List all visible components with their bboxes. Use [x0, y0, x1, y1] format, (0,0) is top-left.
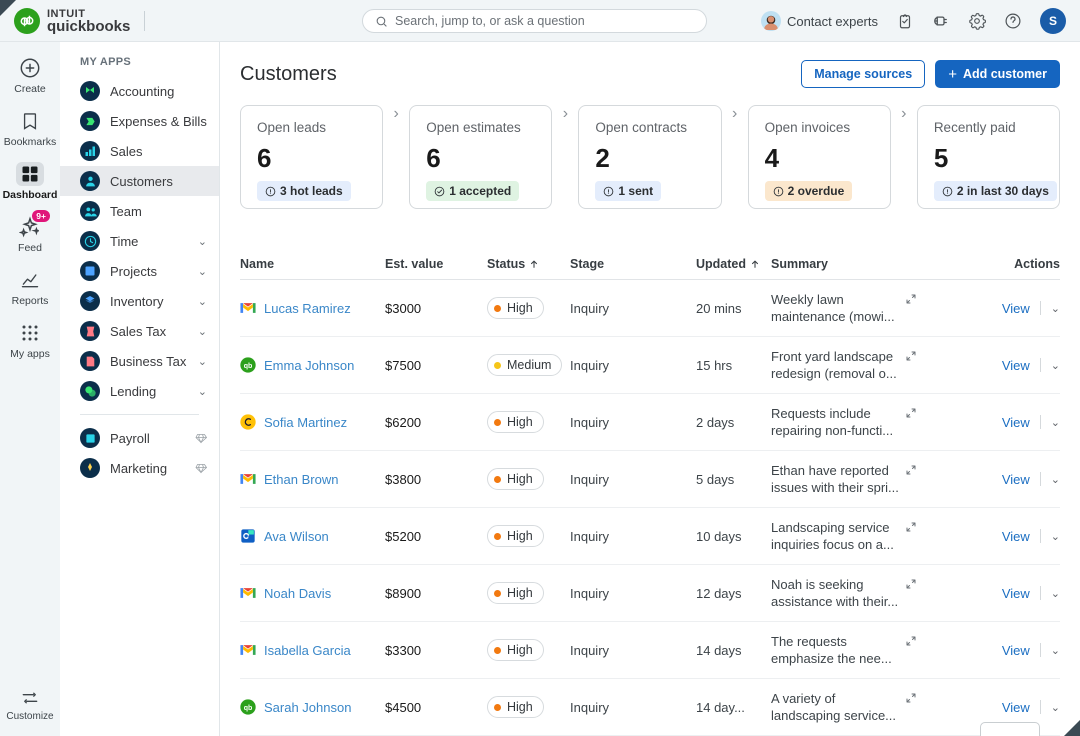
svg-text:qb: qb [244, 705, 253, 712]
svg-text:qb: qb [244, 363, 253, 370]
